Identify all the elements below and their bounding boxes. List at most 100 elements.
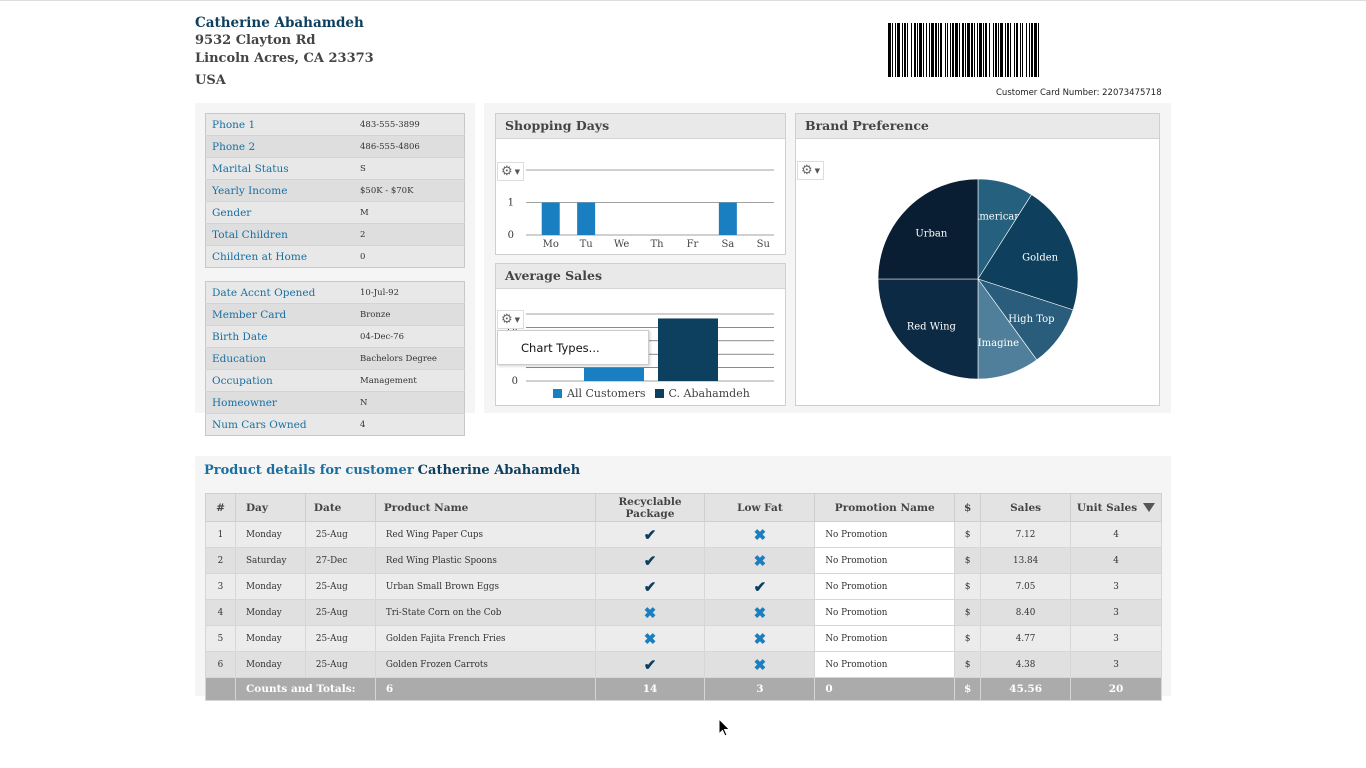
unit-sales-cell: 4 bbox=[1070, 521, 1162, 548]
top-divider bbox=[0, 0, 1366, 1]
barcode-bar bbox=[977, 23, 978, 77]
row-number: 6 bbox=[205, 651, 236, 678]
info-value: 4 bbox=[354, 413, 465, 436]
table-row[interactable]: 5 Monday 25-Aug Golden Fajita French Fries ✖… bbox=[205, 625, 1162, 652]
flag-cell: ✔ bbox=[594, 547, 706, 574]
info-key: Yearly Income bbox=[205, 179, 354, 202]
barcode-bar bbox=[971, 23, 973, 77]
date-cell: 25-Aug bbox=[304, 651, 376, 678]
x-tick-label: Mo bbox=[543, 239, 559, 250]
column-header[interactable]: Sales bbox=[980, 493, 1072, 522]
product-name-cell: Red Wing Plastic Spoons bbox=[374, 547, 596, 574]
table-row[interactable]: 6 Monday 25-Aug Golden Frozen Carrots ✔ ✖ No P… bbox=[205, 651, 1162, 678]
menu-item-chart-types[interactable]: Chart Types... bbox=[521, 341, 600, 355]
row-number: 5 bbox=[205, 625, 236, 652]
gear-icon: ⚙ bbox=[501, 164, 513, 179]
info-row: Children at Home 0 bbox=[205, 245, 465, 268]
day-cell: Monday bbox=[234, 521, 306, 548]
column-header[interactable]: Low Fat bbox=[704, 493, 816, 522]
info-row: Education Bachelors Degree bbox=[205, 347, 465, 370]
address-line-2: Lincoln Acres, CA 23373 bbox=[195, 51, 374, 66]
column-header[interactable]: Product Name bbox=[374, 493, 596, 522]
barcode-bar bbox=[945, 23, 946, 77]
currency-cell: $ bbox=[954, 547, 982, 574]
sales-cell: 7.12 bbox=[980, 521, 1072, 548]
pie-label: Red Wing bbox=[907, 322, 957, 333]
barcode-bar bbox=[967, 23, 970, 77]
cross-icon: ✖ bbox=[753, 551, 767, 570]
promotion-cell: No Promotion bbox=[814, 599, 956, 626]
barcode-bar bbox=[892, 23, 893, 77]
totals-recyclable: 14 bbox=[594, 677, 706, 701]
shopping-days-options-button[interactable]: ⚙ ▼ bbox=[497, 162, 525, 181]
bar-sa bbox=[718, 202, 737, 235]
unit-sales-cell: 4 bbox=[1070, 547, 1162, 574]
shopping-days-plot: 0 1 Mo Tu We Th Fr Sa Su bbox=[508, 169, 774, 250]
info-row: Yearly Income $50K - $70K bbox=[205, 179, 465, 202]
average-sales-options-button[interactable]: ⚙ ▼ bbox=[497, 310, 525, 329]
column-header[interactable]: Date bbox=[304, 493, 376, 522]
column-header[interactable]: Promotion Name bbox=[814, 493, 956, 522]
totals-units: 20 bbox=[1070, 677, 1162, 701]
sort-descending-icon[interactable] bbox=[1143, 503, 1156, 512]
row-number: 4 bbox=[205, 599, 236, 626]
row-number: 1 bbox=[205, 521, 236, 548]
barcode-bar bbox=[926, 23, 927, 77]
bar-mo bbox=[541, 202, 560, 235]
column-header-label: Promotion Name bbox=[834, 501, 935, 514]
x-tick-label: Su bbox=[757, 239, 771, 250]
currency-cell: $ bbox=[954, 573, 982, 600]
day-cell: Monday bbox=[234, 573, 306, 600]
column-header[interactable]: Day bbox=[234, 493, 306, 522]
column-header[interactable]: # bbox=[205, 493, 236, 522]
barcode-bar bbox=[965, 23, 966, 77]
table-row[interactable]: 4 Monday 25-Aug Tri-State Corn on the Cob ✖ ✖… bbox=[205, 599, 1162, 626]
pie-label: Urban bbox=[915, 228, 948, 239]
sales-cell: 8.40 bbox=[980, 599, 1072, 626]
brand-preference-options-button[interactable]: ⚙ ▼ bbox=[797, 161, 825, 180]
totals-currency: $ bbox=[954, 677, 982, 701]
barcode-bar bbox=[962, 23, 964, 77]
info-key: Education bbox=[205, 347, 354, 370]
customer-card-number: Customer Card Number: 22073475718 bbox=[996, 88, 1162, 98]
currency-cell: $ bbox=[954, 651, 982, 678]
x-tick-label: Fr bbox=[687, 239, 699, 250]
date-cell: 25-Aug bbox=[304, 625, 376, 652]
y-tick-label: 0 bbox=[508, 230, 514, 241]
flag-cell: ✖ bbox=[704, 651, 816, 678]
totals-blank bbox=[205, 677, 236, 701]
barcode-bar bbox=[935, 23, 937, 77]
table-row[interactable]: 3 Monday 25-Aug Urban Small Brown Eggs ✔ ✔ No … bbox=[205, 573, 1162, 600]
unit-sales-cell: 3 bbox=[1070, 573, 1162, 600]
cross-icon: ✖ bbox=[753, 629, 767, 648]
cross-icon: ✖ bbox=[753, 525, 767, 544]
totals-label: Counts and Totals: bbox=[234, 677, 376, 701]
table-row[interactable]: 1 Monday 25-Aug Red Wing Paper Cups ✔ ✖ No Pro… bbox=[205, 521, 1162, 548]
pie-slice-urban bbox=[877, 178, 979, 280]
info-value: S bbox=[354, 157, 465, 180]
info-row: Birth Date 04-Dec-76 bbox=[205, 325, 465, 348]
column-header[interactable]: Recyclable Package bbox=[594, 493, 706, 522]
currency-cell: $ bbox=[954, 521, 982, 548]
date-cell: 25-Aug bbox=[304, 599, 376, 626]
column-header[interactable]: $ bbox=[954, 493, 982, 522]
flag-cell: ✔ bbox=[594, 573, 706, 600]
barcode-bar bbox=[904, 23, 906, 77]
barcode-bar bbox=[895, 23, 896, 77]
barcode-bar bbox=[1020, 23, 1021, 77]
address-line-1: 9532 Clayton Rd bbox=[195, 33, 316, 48]
barcode-bar bbox=[1016, 23, 1018, 77]
currency-cell: $ bbox=[954, 625, 982, 652]
info-value: 486-555-4806 bbox=[354, 135, 465, 158]
column-header[interactable]: Unit Sales bbox=[1070, 493, 1162, 522]
info-key: Children at Home bbox=[205, 245, 354, 268]
table-row[interactable]: 2 Saturday 27-Dec Red Wing Plastic Spoons ✔ ✖… bbox=[205, 547, 1162, 574]
barcode-bar bbox=[1005, 23, 1006, 77]
info-key: Phone 1 bbox=[212, 118, 256, 131]
column-header-label: # bbox=[216, 501, 225, 514]
barcode-bar bbox=[902, 23, 903, 77]
totals-count: 6 bbox=[374, 677, 596, 701]
pie-label: American bbox=[971, 212, 1021, 223]
barcode-bar bbox=[1007, 23, 1009, 77]
date-cell: 25-Aug bbox=[304, 573, 376, 600]
